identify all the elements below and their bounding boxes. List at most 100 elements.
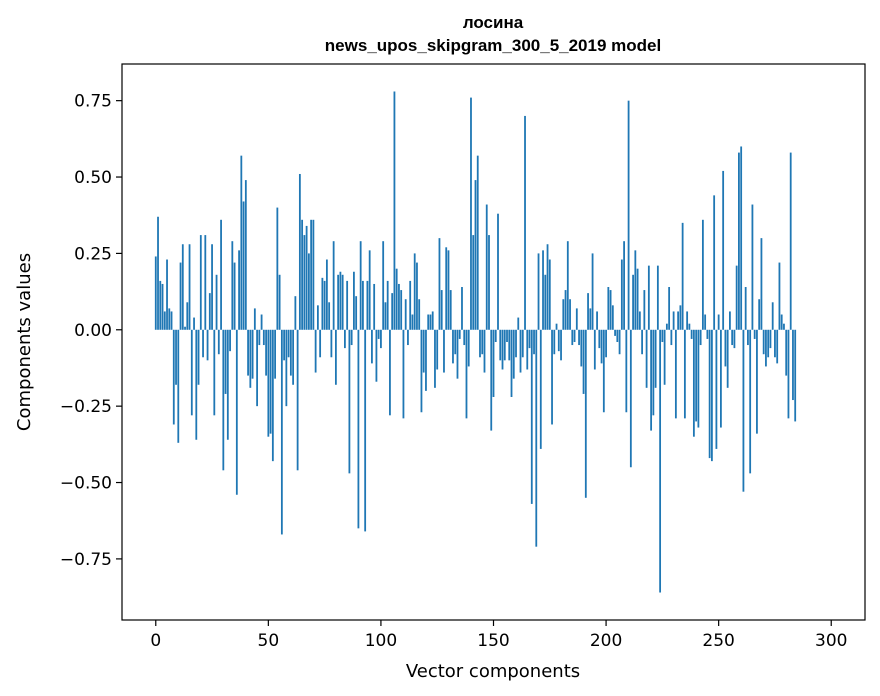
bar (213, 329, 216, 416)
bar (154, 256, 157, 330)
bar (645, 329, 648, 388)
bar (402, 329, 405, 419)
bar (670, 329, 673, 346)
y-tick-label: 0.00 (74, 321, 112, 341)
bar (163, 311, 166, 330)
bar (738, 152, 740, 330)
bar (569, 299, 571, 330)
bar (184, 326, 186, 330)
bar (620, 259, 623, 330)
bar (562, 299, 565, 330)
bar (488, 235, 490, 330)
bar (580, 329, 583, 367)
bar (382, 241, 385, 330)
bar (758, 299, 761, 330)
bars-group (154, 91, 797, 593)
bar (501, 329, 504, 370)
bar (506, 329, 508, 342)
bar (278, 274, 281, 330)
bar (316, 305, 319, 330)
bar (407, 329, 409, 346)
bar (494, 329, 497, 342)
bar (454, 329, 457, 355)
bar (346, 280, 349, 330)
bar (508, 329, 511, 361)
bar (422, 329, 425, 373)
bar (490, 329, 493, 431)
bar (623, 241, 625, 330)
bar (267, 329, 270, 437)
bar (629, 329, 632, 468)
bar (711, 329, 713, 462)
y-tick-label: −0.25 (60, 397, 112, 417)
bar (771, 302, 774, 330)
bar (380, 329, 382, 349)
bar (659, 329, 662, 593)
bar (537, 253, 540, 330)
bar (427, 314, 430, 330)
chart-title-line2: news_upos_skipgram_300_5_2019 model (325, 36, 661, 55)
bar (301, 219, 304, 330)
bar (159, 280, 162, 330)
bar (747, 329, 749, 346)
bar (674, 329, 677, 419)
x-tick-label: 300 (815, 631, 847, 651)
y-axis-ticks: 0.75 0.50 0.25 0.00 −0.25 −0.50 −0.75 (60, 92, 122, 570)
bar (220, 219, 222, 330)
bar (269, 329, 272, 434)
bar (528, 329, 531, 349)
bar (461, 287, 463, 330)
bar (283, 329, 286, 361)
x-tick-label: 100 (365, 631, 397, 651)
bar (591, 253, 594, 330)
x-tick-label: 150 (477, 631, 509, 651)
bar (564, 290, 567, 330)
bar (238, 250, 240, 330)
bar (530, 329, 533, 504)
bar (715, 329, 718, 449)
bar (170, 311, 173, 330)
bar (481, 329, 484, 355)
bar (391, 293, 394, 330)
bar (722, 170, 725, 330)
bar (334, 329, 337, 385)
x-tick-label: 200 (590, 631, 622, 651)
bar (668, 287, 671, 330)
bar (731, 329, 734, 346)
bar (614, 329, 616, 336)
bar (560, 329, 562, 361)
bar (409, 280, 412, 330)
bar (211, 244, 213, 330)
bar (638, 311, 641, 330)
bar (366, 280, 369, 330)
bar (229, 329, 231, 352)
bar (375, 329, 378, 382)
bar (609, 290, 612, 330)
bar (706, 329, 709, 339)
bar (344, 329, 346, 349)
bar (479, 329, 481, 358)
bar (470, 97, 472, 330)
bar (179, 262, 182, 330)
bar (785, 329, 788, 376)
bar (310, 219, 313, 330)
bar (625, 329, 628, 413)
bar (206, 329, 209, 361)
bar (181, 244, 184, 330)
bar (762, 329, 765, 355)
bar (449, 290, 452, 330)
bar (294, 296, 297, 330)
bar (611, 305, 614, 330)
bar (717, 314, 720, 330)
bar (452, 329, 454, 364)
bar (224, 329, 227, 394)
bar (690, 329, 693, 339)
bar (166, 259, 168, 330)
bar (249, 329, 252, 388)
bar (787, 329, 790, 419)
bar (222, 329, 225, 471)
bar (765, 329, 767, 367)
bar (517, 317, 520, 330)
bar (571, 329, 574, 346)
